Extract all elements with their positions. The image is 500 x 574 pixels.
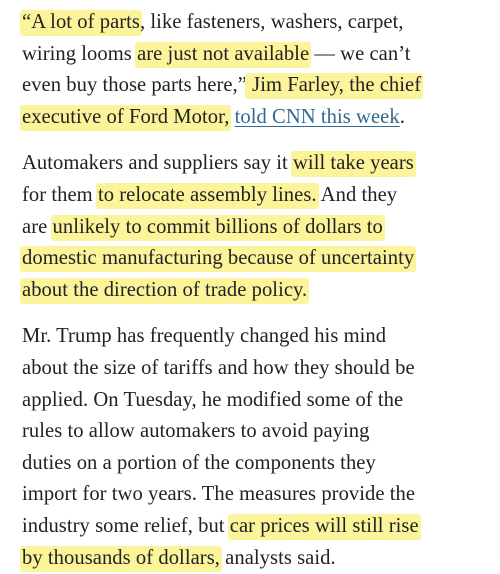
highlighted-text: Jim Farley, the chief	[247, 73, 421, 99]
paragraph-1: “A lot of parts, like fasteners, washers…	[22, 7, 492, 133]
text-line: for them to relocate assembly lines. And…	[22, 180, 492, 212]
text-segment: Automakers and suppliers say it	[22, 152, 293, 174]
text-segment: applied. On Tuesday, he modified some of…	[22, 389, 403, 411]
text-line: about the direction of trade policy.	[22, 275, 492, 307]
highlighted-text: domestic manufacturing because of uncert…	[22, 246, 414, 272]
paragraph-2: Automakers and suppliers say it will tak…	[22, 148, 492, 306]
text-line: about the size of tariffs and how they s…	[22, 353, 492, 385]
text-segment: industry some relief, but	[22, 515, 230, 537]
text-segment: even buy those parts here,”	[22, 74, 247, 96]
text-segment: for them	[22, 184, 98, 206]
text-segment: analysts said.	[220, 547, 336, 569]
text-segment: Mr. Trump has frequently changed his min…	[22, 325, 386, 347]
text-line: industry some relief, but car prices wil…	[22, 511, 492, 543]
highlighted-text: unlikely to commit billions of dollars t…	[53, 215, 383, 241]
paragraph-gap	[22, 306, 492, 321]
text-segment: duties on a portion of the components th…	[22, 452, 376, 474]
text-line: domestic manufacturing because of uncert…	[22, 243, 492, 275]
text-segment: .	[400, 106, 405, 128]
text-segment: wiring looms	[22, 43, 137, 65]
highlighted-text: by thousands of dollars,	[22, 546, 220, 572]
text-line: applied. On Tuesday, he modified some of…	[22, 385, 492, 417]
text-line: even buy those parts here,” Jim Farley, …	[22, 70, 492, 102]
text-segment: — we can’t	[309, 43, 410, 65]
text-segment: about the size of tariffs and how they s…	[22, 357, 415, 379]
highlighted-text: will take years	[293, 151, 414, 177]
paragraph-gap	[22, 133, 492, 148]
text-segment: rules to allow automakers to avoid payin…	[22, 420, 370, 442]
highlighted-text: about the direction of trade policy.	[22, 278, 307, 304]
paragraph-3: Mr. Trump has frequently changed his min…	[22, 321, 492, 574]
text-line: Mr. Trump has frequently changed his min…	[22, 321, 492, 353]
text-line: Automakers and suppliers say it will tak…	[22, 148, 492, 180]
text-line: import for two years. The measures provi…	[22, 479, 492, 511]
highlighted-text: to relocate assembly lines.	[98, 183, 317, 209]
text-line: “A lot of parts, like fasteners, washers…	[22, 7, 492, 39]
highlighted-text: are just not available	[137, 42, 309, 68]
text-segment: import for two years. The measures provi…	[22, 483, 415, 505]
text-segment: , like fasteners, washers, carpet,	[140, 11, 404, 33]
text-segment: are	[22, 216, 53, 238]
text-segment: And they	[317, 184, 398, 206]
text-line: duties on a portion of the components th…	[22, 448, 492, 480]
text-line: rules to allow automakers to avoid payin…	[22, 416, 492, 448]
article-body: “A lot of parts, like fasteners, washers…	[22, 7, 492, 574]
text-line: executive of Ford Motor, told CNN this w…	[22, 102, 492, 134]
text-line: are unlikely to commit billions of dolla…	[22, 212, 492, 244]
text-line: by thousands of dollars, analysts said.	[22, 543, 492, 574]
cnn-link[interactable]: told CNN this week	[235, 106, 400, 128]
highlighted-text: executive of Ford Motor,	[22, 105, 229, 131]
highlighted-text: “A lot of parts	[22, 10, 140, 36]
text-line: wiring looms are just not available — we…	[22, 39, 492, 71]
highlighted-text: car prices will still rise	[230, 514, 419, 540]
